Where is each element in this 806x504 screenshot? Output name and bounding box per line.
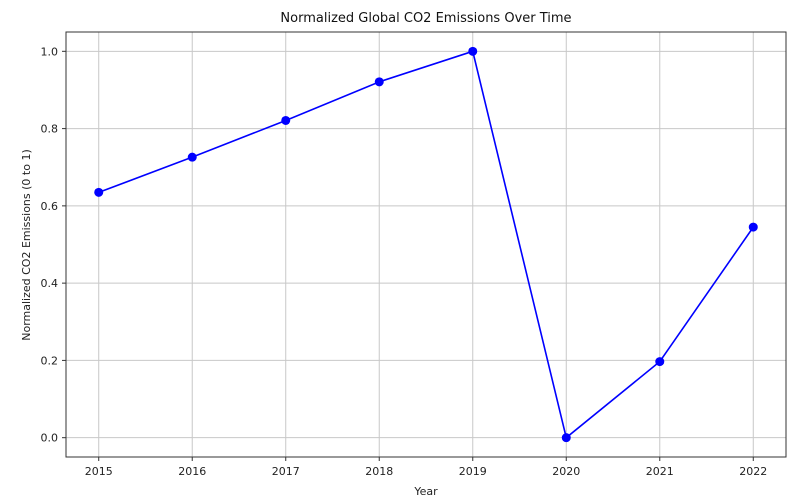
plot-frame (65, 31, 787, 458)
x-tick-label: 2018 (365, 465, 393, 478)
y-tick-label: 0.4 (41, 277, 59, 290)
x-tick-label: 2015 (85, 465, 113, 478)
data-point-2021 (655, 357, 665, 367)
y-tick-label: 0.2 (41, 354, 59, 367)
data-point-2019 (468, 46, 478, 56)
data-point-2017 (281, 115, 291, 125)
data-point-2015 (94, 187, 104, 197)
y-tick-label: 0.8 (41, 123, 59, 136)
y-axis: 0.0 0.2 0.4 0.6 0.8 1.0 (41, 45, 66, 445)
data-point-2016 (187, 152, 197, 162)
y-tick-label: 1.0 (41, 45, 59, 58)
x-axis: 2015 2016 2017 2018 2019 2020 2021 2022 (85, 457, 767, 478)
x-tick-label: 2019 (459, 465, 487, 478)
x-tick-label: 2020 (552, 465, 580, 478)
data-point-2022 (748, 222, 758, 232)
x-tick-label: 2022 (739, 465, 767, 478)
y-tick-label: 0.6 (41, 200, 59, 213)
x-axis-label: Year (413, 485, 438, 498)
series-line (98, 50, 754, 440)
y-axis-label: Normalized CO2 Emissions (0 to 1) (20, 149, 33, 341)
chart-title: Normalized Global CO2 Emissions Over Tim… (280, 11, 571, 26)
grid (66, 32, 786, 457)
series (94, 46, 758, 443)
x-tick-label: 2016 (178, 465, 206, 478)
data-point-2018 (374, 77, 384, 87)
x-tick-label: 2021 (646, 465, 674, 478)
y-tick-label: 0.0 (41, 432, 59, 445)
x-tick-label: 2017 (272, 465, 300, 478)
data-point-2020 (561, 433, 571, 443)
